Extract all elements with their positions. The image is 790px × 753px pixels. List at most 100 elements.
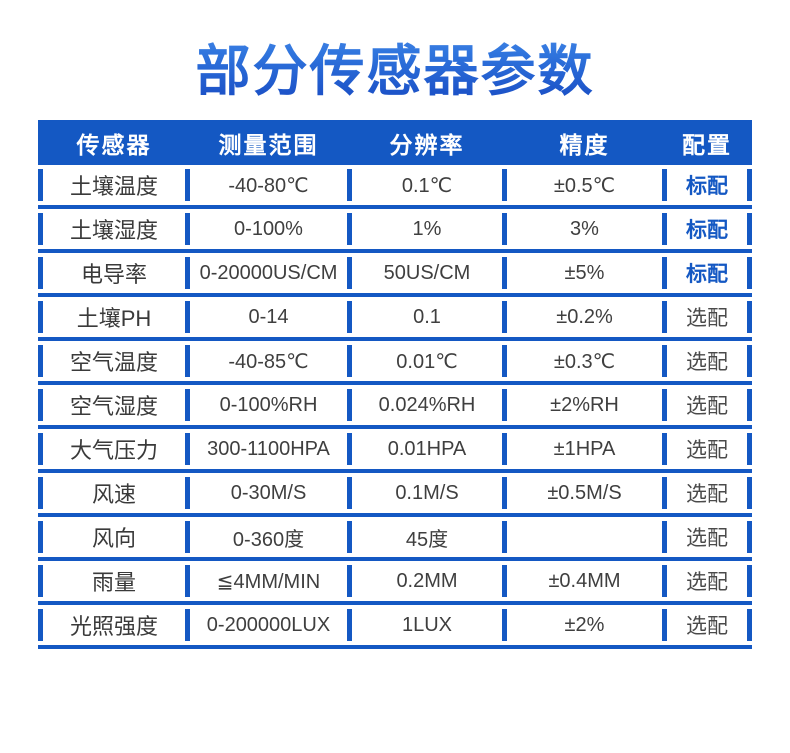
column-divider [38, 609, 43, 641]
column-divider [347, 433, 352, 465]
table-row: 土壤温度 -40-80℃ 0.1℃ ±0.5℃ 标配 [38, 165, 752, 209]
cell-accuracy: ±2% [564, 613, 605, 636]
column-divider [185, 477, 190, 509]
column-divider [38, 433, 43, 465]
column-divider [185, 169, 190, 201]
cell-config: 标配 [686, 219, 728, 242]
column-divider [502, 301, 507, 333]
cell-config: 标配 [686, 175, 728, 198]
cell-config: 选配 [686, 615, 728, 638]
cell-resolution: 0.1 [413, 305, 441, 328]
column-divider [347, 213, 352, 245]
cell-accuracy: ±0.5M/S [547, 481, 622, 504]
header-config: 配置 [682, 131, 732, 158]
column-divider [347, 609, 352, 641]
column-divider [662, 433, 667, 465]
column-divider [347, 301, 352, 333]
column-divider [347, 477, 352, 509]
cell-resolution: 50US/CM [383, 261, 471, 284]
column-divider [662, 301, 667, 333]
table-row: 风向 0-360度 45度 选配 [38, 517, 752, 561]
cell-resolution: 0.1℃ [401, 174, 453, 197]
table-row: 土壤PH 0-14 0.1 ±0.2% 选配 [38, 297, 752, 341]
column-divider [185, 213, 190, 245]
cell-range: 0-30M/S [230, 481, 307, 504]
cell-resolution: 1LUX [401, 613, 453, 636]
column-divider [38, 301, 43, 333]
column-divider [502, 169, 507, 201]
cell-sensor: 空气湿度 [69, 394, 158, 419]
cell-sensor: 大气压力 [69, 438, 158, 463]
column-divider [747, 301, 752, 333]
cell-resolution: 45度 [405, 528, 449, 551]
cell-range: ≦4MM/MIN [216, 570, 321, 593]
header-accuracy: 精度 [559, 131, 610, 158]
cell-accuracy: ±1HPA [553, 437, 616, 460]
cell-sensor: 土壤温度 [69, 174, 158, 199]
table-row: 土壤湿度 0-100% 1% 3% 标配 [38, 209, 752, 253]
column-divider [502, 389, 507, 421]
cell-resolution: 0.01HPA [387, 437, 467, 460]
cell-sensor: 风速 [91, 482, 136, 507]
column-divider [502, 433, 507, 465]
cell-accuracy: ±5% [564, 261, 605, 284]
column-divider [747, 477, 752, 509]
column-divider [662, 609, 667, 641]
table-row: 电导率 0-20000US/CM 50US/CM ±5% 标配 [38, 253, 752, 297]
table-row: 空气温度 -40-85℃ 0.01℃ ±0.3℃ 选配 [38, 341, 752, 385]
column-divider [662, 257, 667, 289]
column-divider [38, 345, 43, 377]
cell-config: 标配 [686, 263, 728, 286]
header-range: 测量范围 [218, 131, 319, 158]
column-divider [185, 257, 190, 289]
column-divider [662, 565, 667, 597]
cell-config: 选配 [686, 395, 728, 418]
column-divider [502, 345, 507, 377]
column-divider [38, 213, 43, 245]
cell-range: 0-20000US/CM [199, 261, 338, 284]
header-sensor: 传感器 [76, 131, 152, 158]
cell-config: 选配 [686, 351, 728, 374]
page-title: 部分传感器参数 [0, 26, 790, 106]
cell-range: 0-360度 [232, 528, 305, 551]
column-divider [662, 345, 667, 377]
column-divider [185, 609, 190, 641]
cell-range: -40-85℃ [228, 350, 309, 373]
table-row: 雨量 ≦4MM/MIN 0.2MM ±0.4MM 选配 [38, 561, 752, 605]
column-divider [347, 345, 352, 377]
cell-range: 0-200000LUX [206, 613, 331, 636]
column-divider [502, 257, 507, 289]
cell-config: 选配 [686, 483, 728, 506]
column-divider [185, 345, 190, 377]
column-divider [502, 565, 507, 597]
column-divider [747, 257, 752, 289]
column-divider [38, 477, 43, 509]
cell-resolution: 0.024%RH [378, 393, 476, 416]
cell-config: 选配 [686, 439, 728, 462]
column-divider [662, 521, 667, 553]
column-divider [38, 521, 43, 553]
column-divider [747, 521, 752, 553]
cell-range: 0-14 [248, 305, 289, 328]
column-divider [38, 169, 43, 201]
cell-sensor: 空气温度 [69, 350, 158, 375]
table-row: 空气湿度 0-100%RH 0.024%RH ±2%RH 选配 [38, 385, 752, 429]
cell-accuracy: 3% [570, 217, 599, 240]
cell-sensor: 光照强度 [69, 614, 158, 639]
column-divider [747, 345, 752, 377]
cell-range: 300-1100HPA [207, 437, 330, 460]
sensor-parameter-table: 传感器 测量范围 分辨率 精度 配置 土壤温度 -40-80℃ 0.1℃ ±0.… [38, 120, 752, 649]
cell-sensor: 土壤湿度 [69, 218, 158, 243]
cell-sensor: 雨量 [91, 570, 136, 595]
column-divider [38, 565, 43, 597]
column-divider [185, 433, 190, 465]
column-divider [747, 609, 752, 641]
cell-accuracy: ±0.3℃ [553, 350, 616, 373]
table-row: 风速 0-30M/S 0.1M/S ±0.5M/S 选配 [38, 473, 752, 517]
cell-accuracy: ±0.5℃ [553, 174, 616, 197]
column-divider [502, 609, 507, 641]
cell-resolution: 1% [412, 217, 442, 240]
column-divider [38, 257, 43, 289]
cell-sensor: 土壤PH [76, 306, 152, 331]
